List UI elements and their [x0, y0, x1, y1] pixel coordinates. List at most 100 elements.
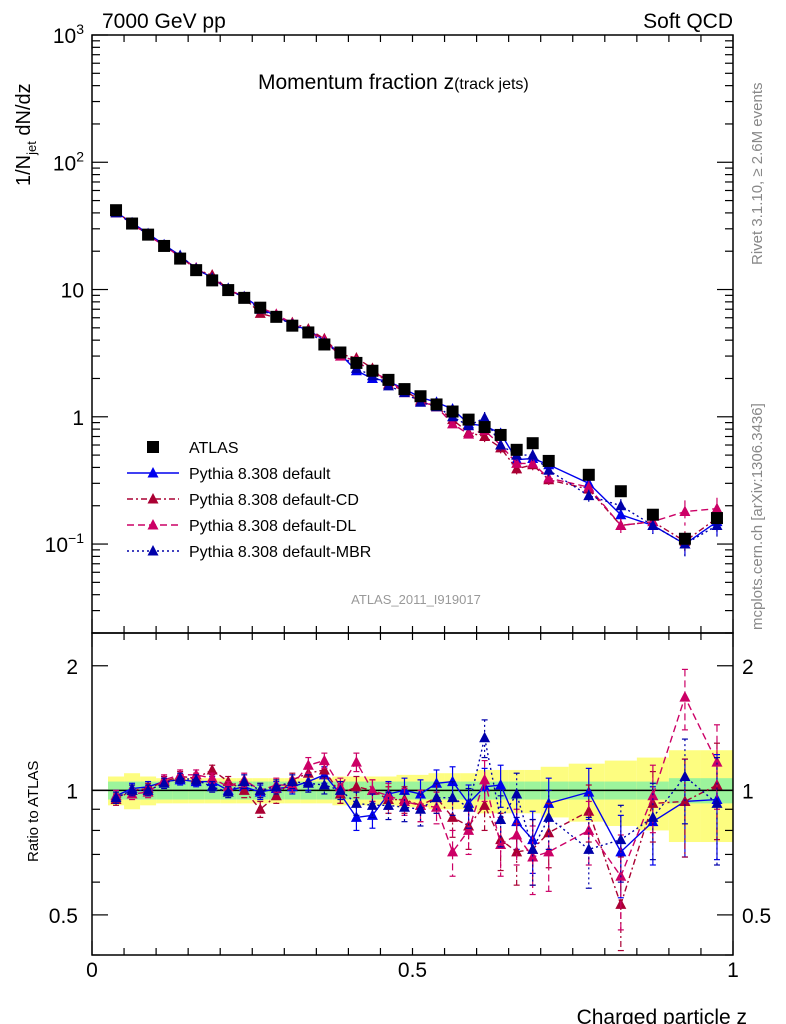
atlas-point [510, 443, 523, 456]
atlas-point [646, 508, 659, 521]
ratio-point [431, 791, 443, 803]
header-left: 7000 GeV pp [102, 10, 226, 33]
ratio-point [511, 828, 523, 840]
ratio-point [495, 813, 507, 825]
data-point [583, 489, 595, 501]
ratio-point [350, 780, 362, 792]
ratio-point [447, 845, 459, 857]
ratio-point [647, 811, 659, 822]
side-label-rivet: Rivet 3.1.10, ≥ 2.6M events [749, 83, 766, 266]
y-tick-label: 103 [53, 21, 84, 48]
ratio-point [479, 731, 491, 743]
data-point [543, 464, 555, 475]
atlas-point [270, 310, 283, 323]
ratio-point [463, 801, 475, 812]
legend-marker [147, 519, 159, 530]
data-point [679, 505, 691, 517]
ratio-point [142, 784, 154, 795]
series-layer [110, 204, 723, 952]
x-tick-label: 1 [727, 959, 739, 982]
ratio-point [615, 833, 627, 845]
legend-label: Pythia 8.308 default-CD [189, 492, 359, 509]
ratio-point [158, 777, 170, 788]
y-tick-label: 1 [72, 407, 84, 430]
ratio-point [254, 784, 266, 795]
atlas-point [526, 437, 539, 450]
atlas-point [542, 454, 555, 467]
atlas-point [318, 338, 331, 351]
legend-label: Pythia 8.308 default-DL [189, 518, 356, 535]
y-axis-label: 1/Njet dN/dz [13, 83, 39, 186]
ratio-point [126, 784, 138, 795]
ratio-point [447, 791, 459, 803]
ratio-point [543, 845, 555, 857]
ratio-y-tick-label-left: 1 [66, 780, 78, 803]
ratio-point [110, 791, 122, 803]
y-tick-label: 10−1 [45, 530, 85, 557]
plot-title: Momentum fraction z(track jets) [258, 71, 529, 94]
ratio-point [334, 784, 346, 795]
atlas-point [126, 217, 139, 230]
x-tick-label: 0.5 [398, 959, 427, 982]
ratio-point [318, 763, 330, 775]
atlas-point [414, 390, 427, 403]
atlas-point [334, 346, 347, 359]
ratio-point [318, 754, 330, 766]
ratio-point [479, 773, 491, 785]
ratio-point [270, 789, 282, 801]
ratio-point [366, 784, 378, 795]
ratio-point [206, 763, 218, 775]
data-point [479, 411, 491, 423]
ratio-point [495, 779, 507, 790]
atlas-point [462, 413, 475, 426]
data-point [447, 417, 459, 429]
data-point [495, 439, 507, 450]
ratio-point [302, 759, 314, 770]
data-point [527, 449, 539, 460]
ratio-point [415, 803, 427, 814]
ratio-y-tick-label-right: 0.5 [742, 905, 771, 928]
ratio-point [222, 780, 234, 792]
ratio-y-tick-label-left: 0.5 [49, 905, 78, 928]
data-point [647, 519, 659, 530]
ratio-point [711, 756, 723, 767]
ratio-y-tick-label-right: 1 [742, 780, 754, 803]
ratio-point [286, 775, 298, 787]
ratio-point [583, 824, 595, 835]
atlas-point [222, 284, 235, 297]
ratio-point [711, 797, 723, 808]
legend-label: ATLAS [189, 440, 239, 457]
ratio-y-tick-label-left: 2 [66, 656, 78, 679]
atlas-point [582, 468, 595, 481]
ratio-point [190, 773, 202, 785]
legend-label: Pythia 8.308 default-MBR [189, 544, 371, 561]
legend-marker-atlas [147, 441, 159, 453]
atlas-point [190, 264, 203, 277]
ratio-point [382, 799, 394, 810]
ratio-point [431, 777, 443, 788]
ratio-point [527, 843, 539, 854]
ratio-point [206, 772, 218, 783]
x-tick-label: 0 [86, 959, 98, 982]
ratio-point [318, 779, 330, 790]
ratio-point [583, 843, 595, 854]
x-axis-label: Charged particle z [577, 1006, 747, 1024]
atlas-point [366, 364, 379, 377]
side-label-mcplots: mcplots.cern.ch [arXiv:1306.3436] [749, 403, 766, 630]
legend-marker [147, 493, 159, 504]
series-atlas [110, 204, 723, 545]
data-point [511, 462, 523, 474]
ratio-point [511, 845, 523, 857]
atlas-point [446, 405, 459, 418]
atlas-point [350, 356, 363, 369]
ratio-point [206, 780, 218, 792]
y-tick-label: 10 [61, 280, 84, 303]
plot-title-main: Momentum fraction z [258, 71, 454, 94]
ratio-point [583, 805, 595, 816]
legend-label: Pythia 8.308 default [189, 466, 331, 483]
data-point [583, 481, 595, 492]
ratio-point [543, 797, 555, 808]
plot-title-sub: (track jets) [454, 76, 529, 93]
ratio-point [238, 784, 250, 795]
